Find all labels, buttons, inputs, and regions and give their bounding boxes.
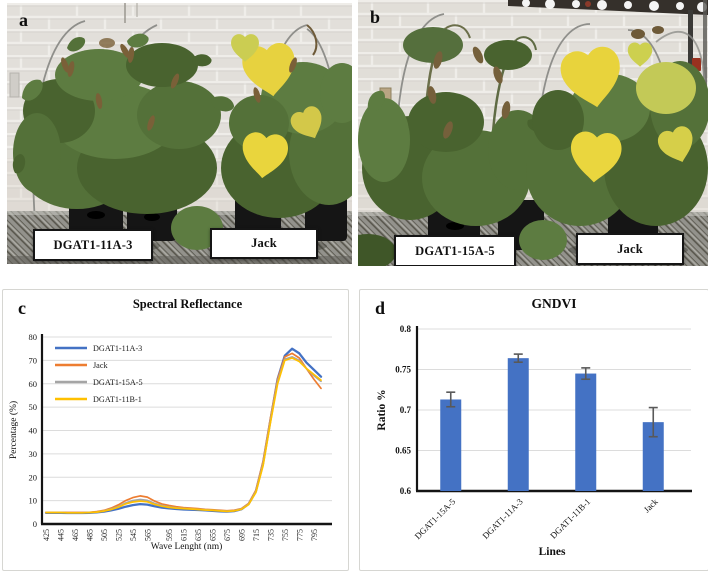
svg-text:0.6: 0.6 <box>400 486 412 496</box>
svg-text:655: 655 <box>208 529 217 541</box>
panel-c-letter: c <box>18 298 26 318</box>
svg-text:DGAT1-11B-1: DGAT1-11B-1 <box>93 395 142 404</box>
svg-text:775: 775 <box>295 529 304 541</box>
svg-text:DGAT1-11B-1: DGAT1-11B-1 <box>548 496 592 540</box>
svg-text:DGAT1-11A-3: DGAT1-11A-3 <box>480 496 525 541</box>
panel-d-letter: d <box>375 298 386 318</box>
gndvi-plot: 0.6 0.65 0.7 0.75 0.8 DGAT1-15A-5 DGAT1-11A-3 D… <box>395 324 692 541</box>
svg-text:0: 0 <box>33 519 37 529</box>
svg-text:0.8: 0.8 <box>400 324 412 334</box>
plant-label-dgat1-15a-5: DGAT1-15A-5 <box>394 235 516 266</box>
svg-text:40: 40 <box>29 426 38 436</box>
svg-text:695: 695 <box>237 529 246 541</box>
svg-text:60: 60 <box>29 379 38 389</box>
svg-text:0.75: 0.75 <box>395 365 411 375</box>
svg-text:30: 30 <box>29 449 38 459</box>
svg-text:485: 485 <box>85 529 94 541</box>
svg-text:565: 565 <box>143 529 152 541</box>
panel-d-bar-chart: d GNDVI Ratio % Lines 0.6 0.65 0.7 0.75 0.8 D… <box>359 289 708 571</box>
svg-text:615: 615 <box>180 529 189 541</box>
svg-text:Jack: Jack <box>642 496 661 515</box>
svg-text:795: 795 <box>310 529 319 541</box>
plant-label-jack-b: Jack <box>576 233 684 265</box>
svg-text:0.7: 0.7 <box>400 405 412 415</box>
greenhouse-scene-a <box>7 3 352 264</box>
wavelength-axis-label: Wave Lenght (nm) <box>150 542 223 552</box>
svg-text:445: 445 <box>56 529 65 541</box>
svg-text:10: 10 <box>29 496 38 506</box>
svg-text:50: 50 <box>29 402 38 412</box>
soybean-plants-left-droopy <box>358 24 548 226</box>
soybean-plants-left <box>8 32 248 214</box>
svg-text:Jack: Jack <box>93 361 108 370</box>
svg-text:DGAT1-15A-5: DGAT1-15A-5 <box>93 378 143 387</box>
soybean-plants-right <box>358 26 708 266</box>
svg-text:20: 20 <box>29 472 38 482</box>
svg-text:425: 425 <box>42 529 51 541</box>
greenhouse-scene-b <box>358 0 708 266</box>
spectral-reflectance-plot: 0 10 20 30 40 50 60 70 80 425 445 465 485 505 525 545 56… <box>29 332 332 541</box>
plant-label-jack-a: Jack <box>210 228 318 259</box>
plant-label-dgat1-11a-3: DGAT1-11A-3 <box>33 229 153 261</box>
panel-c-line-chart: c Spectral Reflectance Percentage (%) Wa… <box>2 289 349 571</box>
svg-text:545: 545 <box>129 529 138 541</box>
svg-text:595: 595 <box>165 529 174 541</box>
svg-text:80: 80 <box>29 332 38 342</box>
svg-text:735: 735 <box>266 529 275 541</box>
svg-text:715: 715 <box>252 529 261 541</box>
svg-text:0.65: 0.65 <box>395 446 411 456</box>
panel-b-photo: b DGAT1-15A-5 Jack <box>358 0 708 266</box>
panel-b-letter: b <box>370 7 381 27</box>
svg-text:465: 465 <box>71 529 80 541</box>
seed-pods <box>61 38 180 131</box>
dried-pods <box>427 46 511 139</box>
svg-text:70: 70 <box>29 355 38 365</box>
panel-a-letter: a <box>19 10 28 30</box>
soybean-plants-right <box>171 24 352 250</box>
svg-text:755: 755 <box>281 529 290 541</box>
lines-axis-label: Lines <box>538 546 566 558</box>
svg-text:635: 635 <box>194 529 203 541</box>
svg-text:505: 505 <box>100 529 109 541</box>
gndvi-title: GNDVI <box>531 296 577 311</box>
svg-text:DGAT1-15A-5: DGAT1-15A-5 <box>413 496 458 541</box>
panel-a-photo: a DGAT1-11A-3 Jack <box>7 3 352 264</box>
svg-text:DGAT1-11A-3: DGAT1-11A-3 <box>93 344 142 353</box>
svg-text:675: 675 <box>223 529 232 541</box>
svg-text:525: 525 <box>114 529 123 541</box>
spectral-reflectance-title: Spectral Reflectance <box>132 297 243 311</box>
